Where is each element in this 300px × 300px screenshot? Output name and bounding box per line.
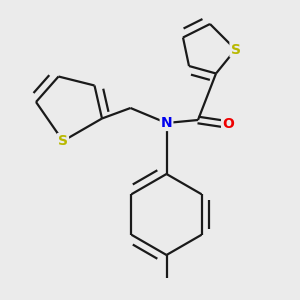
Text: O: O: [222, 118, 234, 131]
Text: S: S: [230, 43, 241, 56]
Text: S: S: [58, 134, 68, 148]
Text: N: N: [161, 116, 172, 130]
